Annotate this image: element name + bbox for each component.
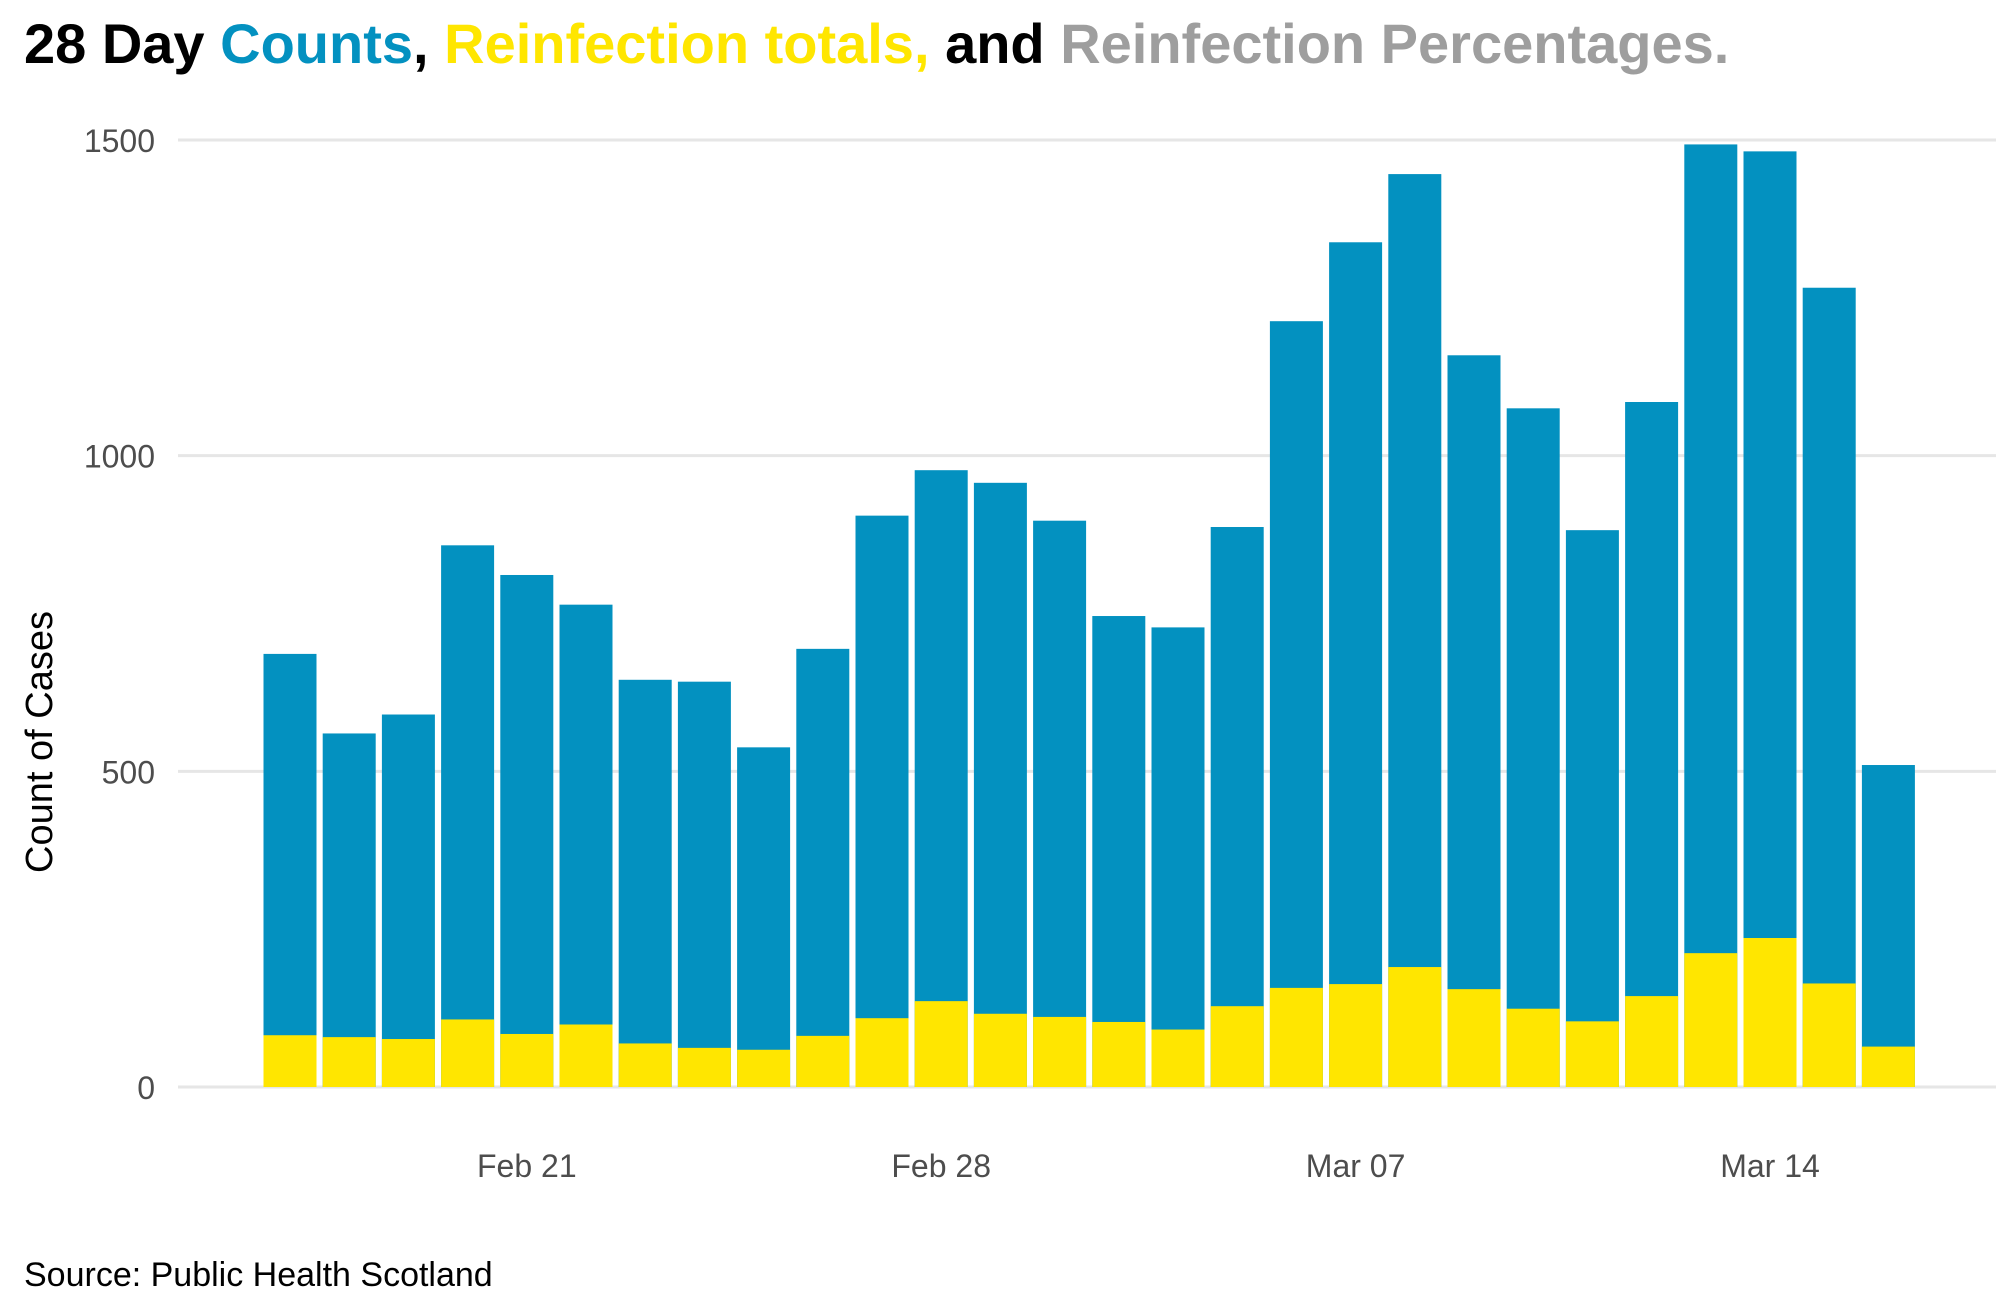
- bar-count: [1092, 616, 1146, 1087]
- bar-count: [737, 747, 791, 1087]
- bar-count: [381, 714, 435, 1087]
- x-tick-label: Feb 21: [477, 1148, 577, 1184]
- bar-reinfection: [559, 1024, 613, 1087]
- bar-count: [1506, 408, 1560, 1088]
- bar-count: [1743, 151, 1797, 1087]
- bar-reinfection: [322, 1037, 376, 1087]
- bar-count: [1388, 174, 1442, 1088]
- y-tick-label: 1500: [84, 123, 155, 159]
- title-part-sep1: ,: [413, 12, 445, 75]
- y-tick-label: 0: [137, 1070, 155, 1106]
- bar-count: [677, 681, 731, 1087]
- bar-reinfection: [796, 1035, 850, 1087]
- x-tick-label: Mar 14: [1720, 1148, 1820, 1184]
- bar-count: [1625, 402, 1679, 1088]
- bar-reinfection: [1210, 1006, 1264, 1087]
- source-note: Source: Public Health Scotland: [24, 1256, 493, 1294]
- bar-reinfection: [1447, 989, 1501, 1087]
- bar-count: [1684, 144, 1738, 1088]
- bar-reinfection: [914, 1001, 968, 1087]
- title-part-reinfection-totals: Reinfection totals,: [444, 12, 930, 75]
- bar-reinfection: [263, 1035, 317, 1087]
- bar-reinfection: [1388, 967, 1442, 1087]
- bar-reinfection: [1033, 1016, 1087, 1087]
- title-part-and: and: [929, 12, 1061, 75]
- y-tick-label: 1000: [84, 439, 155, 475]
- bar-reinfection: [500, 1033, 554, 1087]
- bar-count: [1861, 765, 1915, 1087]
- y-axis-label: Count of Cases: [19, 611, 61, 873]
- bar-reinfection: [1269, 987, 1323, 1087]
- title-part-counts: Counts: [220, 12, 413, 75]
- x-tick-label: Feb 28: [891, 1148, 991, 1184]
- bar-reinfection: [1625, 996, 1679, 1087]
- bar-count: [263, 653, 317, 1087]
- x-axis-ticks: Feb 21 Feb 28 Mar 07 Mar 14: [477, 1148, 1820, 1184]
- bar-count: [855, 515, 909, 1087]
- bars: [263, 144, 1915, 1088]
- bar-reinfection: [381, 1039, 435, 1087]
- bar-count: [796, 648, 850, 1087]
- bar-reinfection: [1684, 953, 1738, 1087]
- x-tick-label: Mar 07: [1306, 1148, 1406, 1184]
- y-tick-label: 500: [102, 754, 155, 790]
- chart-title: 28 Day Counts, Reinfection totals, and R…: [24, 8, 1729, 81]
- bar-reinfection: [973, 1013, 1027, 1087]
- bar-count: [559, 604, 613, 1087]
- bar-count: [914, 470, 968, 1087]
- bar-count: [322, 733, 376, 1087]
- bar-reinfection: [1506, 1008, 1560, 1087]
- bar-count: [1565, 530, 1619, 1087]
- bar-reinfection: [737, 1049, 791, 1087]
- y-axis-ticks: 0 500 1000 1500: [84, 123, 155, 1106]
- bar-reinfection: [855, 1018, 909, 1087]
- bar-count: [1151, 627, 1205, 1087]
- bar-reinfection: [1092, 1021, 1146, 1087]
- bar-reinfection: [1861, 1046, 1915, 1087]
- title-part-reinfection-percentages: Reinfection Percentages.: [1060, 12, 1730, 75]
- bar-count: [1802, 287, 1856, 1087]
- bar-reinfection: [1329, 984, 1383, 1087]
- bar-count: [500, 574, 554, 1087]
- title-part-day: 28 Day: [24, 12, 221, 75]
- bar-count: [1447, 355, 1501, 1087]
- bar-reinfection: [1151, 1029, 1205, 1087]
- bar-reinfection: [1802, 983, 1856, 1087]
- bar-reinfection: [1743, 938, 1797, 1087]
- bar-reinfection: [677, 1047, 731, 1087]
- bar-reinfection: [1565, 1021, 1619, 1087]
- bar-count: [618, 679, 672, 1087]
- bar-reinfection: [618, 1043, 672, 1087]
- bar-count: [1329, 242, 1383, 1087]
- bar-count: [973, 482, 1027, 1088]
- bar-count: [1269, 321, 1323, 1088]
- bar-reinfection: [441, 1019, 495, 1087]
- bar-count: [441, 545, 495, 1087]
- bar-count: [1033, 520, 1087, 1087]
- bar-count: [1210, 527, 1264, 1087]
